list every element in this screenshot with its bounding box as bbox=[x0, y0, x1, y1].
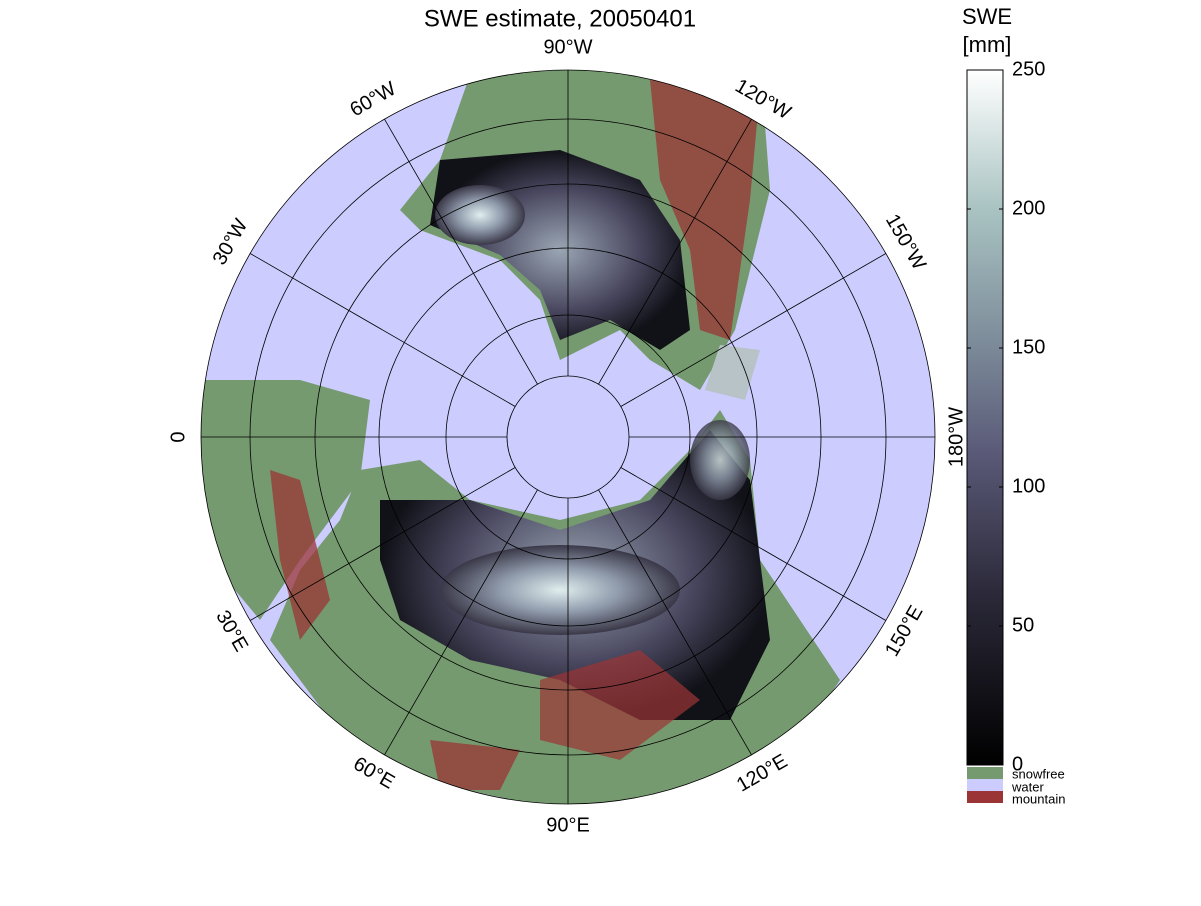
colorbar-label: SWE bbox=[962, 4, 1012, 29]
colorbar-tick-label: 0 bbox=[1012, 753, 1023, 775]
longitude-label: 90°E bbox=[546, 814, 590, 836]
colorbar-tick-label: 250 bbox=[1012, 58, 1045, 80]
longitude-label: 90°W bbox=[543, 36, 592, 58]
snow-cover bbox=[705, 345, 760, 400]
meridian bbox=[384, 489, 538, 756]
legend-swatch bbox=[967, 779, 1003, 791]
colorbar-tick-label: 150 bbox=[1012, 336, 1045, 358]
meridian bbox=[620, 467, 887, 621]
mountain bbox=[650, 80, 760, 340]
legend-swatch bbox=[967, 767, 1003, 779]
legend-swatch bbox=[967, 791, 1003, 803]
graticule bbox=[200, 69, 936, 805]
snow-cover bbox=[440, 545, 680, 635]
mountain bbox=[270, 470, 520, 790]
map-body bbox=[201, 70, 935, 804]
legend-label: snowfree bbox=[1012, 766, 1065, 781]
colorbar-tick-label: 200 bbox=[1012, 197, 1045, 219]
longitude-label: 30°E bbox=[211, 607, 252, 656]
longitude-label: 180°W bbox=[945, 407, 967, 467]
snow-cover bbox=[435, 185, 525, 245]
meridian bbox=[598, 489, 752, 756]
meridian bbox=[249, 467, 516, 621]
meridian bbox=[598, 118, 752, 385]
colorbar-tick-label: 50 bbox=[1012, 614, 1034, 636]
snow-cover bbox=[690, 420, 750, 500]
colorbar-label: [mm] bbox=[963, 32, 1012, 57]
mountain bbox=[540, 650, 700, 760]
legend-label: water bbox=[1011, 779, 1044, 794]
colorbar bbox=[966, 69, 1004, 766]
meridian bbox=[384, 118, 538, 385]
map-title: SWE estimate, 20050401 bbox=[424, 5, 696, 32]
legend-label: mountain bbox=[1012, 791, 1065, 806]
meridian bbox=[620, 253, 887, 407]
meridian bbox=[249, 253, 516, 407]
longitude-label: 60°E bbox=[349, 753, 398, 794]
longitude-label: 0 bbox=[167, 431, 189, 442]
colorbar-tick-label: 100 bbox=[1012, 475, 1045, 497]
colorbar-ticks: 0 50 100 150 200 250 bbox=[967, 58, 1045, 775]
